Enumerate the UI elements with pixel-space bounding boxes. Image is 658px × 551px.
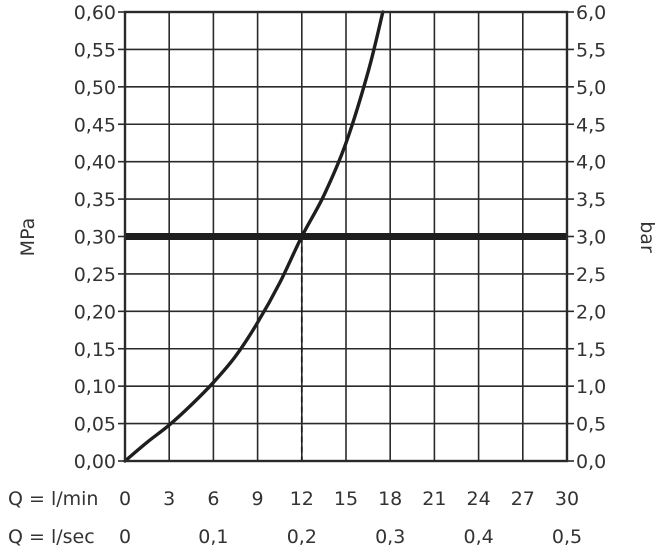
y2-tick-label: 2,0 [576,301,606,323]
grid [125,12,567,461]
y-axis-right-ticks: 0,0 0,5 1,0 1,5 2,0 2,5 3,0 3,5 4,0 4,5 5,0 5,5 6,0 [567,2,606,473]
y-tick-label: 0,20 [74,301,116,323]
x-tick-label: 0 [119,488,131,510]
flow-pressure-curve [123,10,385,463]
y2-tick-label: 1,0 [576,376,606,398]
x-tick-label: 27 [511,488,535,510]
x2-tick-label: 0,5 [552,526,582,548]
x-tick-label: 6 [207,488,219,510]
x-axis-lmin-label: Q = l/min [8,488,98,510]
y2-tick-label: 2,5 [576,264,606,286]
x-axis-lsec-ticks: 0 0,1 0,2 0,3 0,4 0,5 [119,526,582,548]
series-layer [123,10,385,463]
y2-tick-label: 3,0 [576,227,606,249]
y-tick-label: 0,40 [74,152,116,174]
y-tick-label: 0,15 [74,339,116,361]
x-tick-label: 30 [555,488,579,510]
y2-tick-label: 0,5 [576,414,606,436]
x2-tick-label: 0,1 [198,526,228,548]
x2-tick-label: 0 [119,526,131,548]
x-axis-lmin-ticks: 0 3 6 9 12 15 18 21 24 27 30 [119,488,579,510]
y2-tick-label: 3,5 [576,189,606,211]
x-tick-label: 3 [163,488,175,510]
y-tick-label: 0,35 [74,189,116,211]
y2-tick-label: 1,5 [576,339,606,361]
x2-tick-label: 0,2 [287,526,317,548]
y-tick-label: 0,60 [74,2,116,24]
y-axis-title-left: MPa [17,218,39,257]
y-tick-label: 0,50 [74,77,116,99]
y-tick-label: 0,10 [74,376,116,398]
y-tick-label: 0,55 [74,39,116,61]
y-tick-label: 0,45 [74,114,116,136]
x-tick-label: 18 [378,488,402,510]
x-axis-lsec-label: Q = l/sec [8,526,95,548]
y-tick-label: 0,05 [74,414,116,436]
x-tick-label: 9 [252,488,264,510]
y2-tick-label: 4,5 [576,114,606,136]
x2-tick-label: 0,4 [463,526,493,548]
y-axis-left-ticks: 0,00 0,05 0,10 0,15 0,20 0,25 0,30 0,35 0,40 0,45… [74,2,125,473]
y-tick-label: 0,00 [74,451,116,473]
x-tick-label: 21 [422,488,446,510]
x-tick-label: 12 [290,488,314,510]
y2-tick-label: 5,0 [576,77,606,99]
y2-tick-label: 5,5 [576,39,606,61]
y2-tick-label: 0,0 [576,451,606,473]
y2-tick-label: 4,0 [576,152,606,174]
x-tick-label: 24 [467,488,491,510]
y-tick-label: 0,30 [74,227,116,249]
x-tick-label: 15 [334,488,358,510]
y-axis-title-right: bar [636,221,658,253]
reference-layer [125,233,567,461]
y-tick-label: 0,25 [74,264,116,286]
x2-tick-label: 0,3 [375,526,405,548]
y2-tick-label: 6,0 [576,2,606,24]
